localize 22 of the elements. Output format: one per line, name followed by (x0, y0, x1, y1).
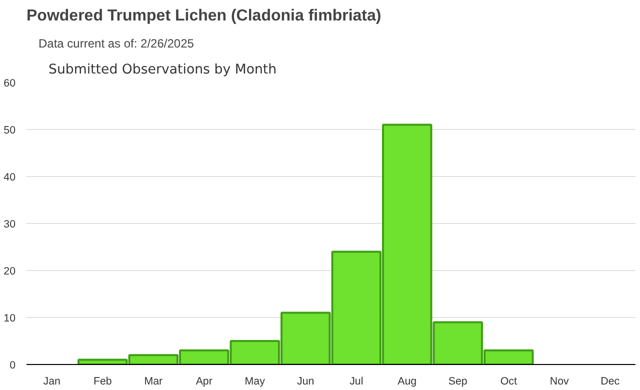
y-tick-label: 30 (4, 218, 16, 230)
x-tick-label: Oct (500, 376, 517, 388)
x-tick-label: Dec (600, 376, 620, 388)
y-tick-label: 60 (4, 78, 16, 90)
x-tick-label: Jan (43, 376, 61, 388)
x-tick-label: May (244, 376, 266, 388)
x-tick-label: Apr (196, 376, 213, 388)
x-tick-label: Nov (550, 376, 570, 388)
x-tick-label: Jul (350, 376, 364, 388)
chart-subtitle: Data current as of: 2/26/2025 (38, 36, 194, 50)
x-tick-label: Aug (398, 376, 417, 388)
y-tick-label: 0 (10, 360, 16, 372)
x-tick-label: Sep (448, 376, 468, 388)
chart-title: Powdered Trumpet Lichen (Cladonia fimbriata) (26, 8, 382, 24)
y-tick-label: 20 (4, 266, 16, 278)
y-tick-label: 50 (4, 124, 16, 136)
y-tick-label: 10 (4, 312, 16, 324)
x-tick-label: Jun (297, 376, 314, 388)
y-tick-label: 40 (4, 172, 16, 184)
text: Submitted Observations by Month (48, 62, 277, 78)
x-tick-label: Mar (144, 376, 163, 388)
x-tick-label: Feb (93, 376, 112, 388)
